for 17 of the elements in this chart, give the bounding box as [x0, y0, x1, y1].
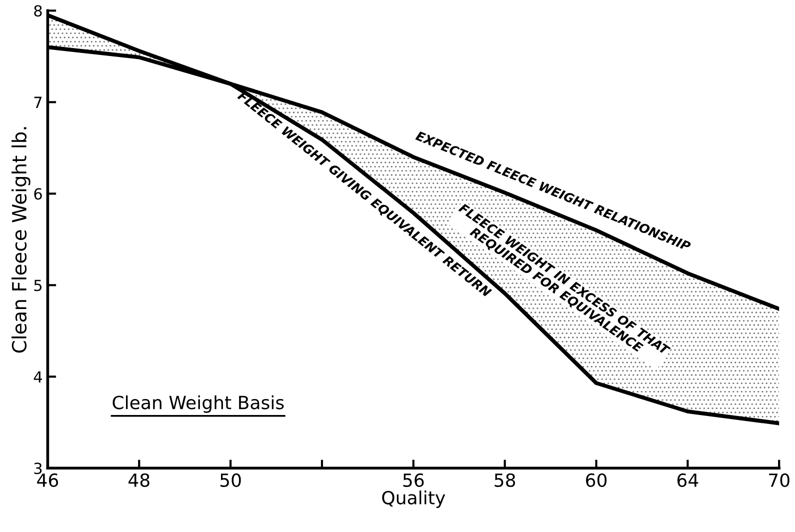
y-tick-label: 7: [34, 96, 42, 108]
y-tick-label: 5: [34, 280, 42, 292]
x-tick-label: 50: [220, 473, 241, 487]
y-tick-label: 4: [34, 371, 42, 382]
annotation: Clean Weight Basis: [112, 395, 284, 413]
x-axis-title: Quality: [382, 490, 446, 508]
x-tick-label: 60: [586, 473, 607, 487]
x-tick-label: 46: [37, 473, 58, 487]
x-tick-label: 48: [128, 473, 150, 487]
x-tick-label: 56: [403, 473, 424, 487]
x-tick-label: 64: [677, 473, 698, 487]
x-tick-label: 70: [769, 473, 790, 487]
x-tick-label: 58: [494, 473, 516, 487]
y-tick-label: 3: [34, 462, 42, 474]
y-tick-label: 8: [34, 5, 42, 17]
y-tick-label: 6: [34, 188, 42, 200]
y-axis-title: Clean Fleece Weight lb.: [12, 127, 30, 353]
